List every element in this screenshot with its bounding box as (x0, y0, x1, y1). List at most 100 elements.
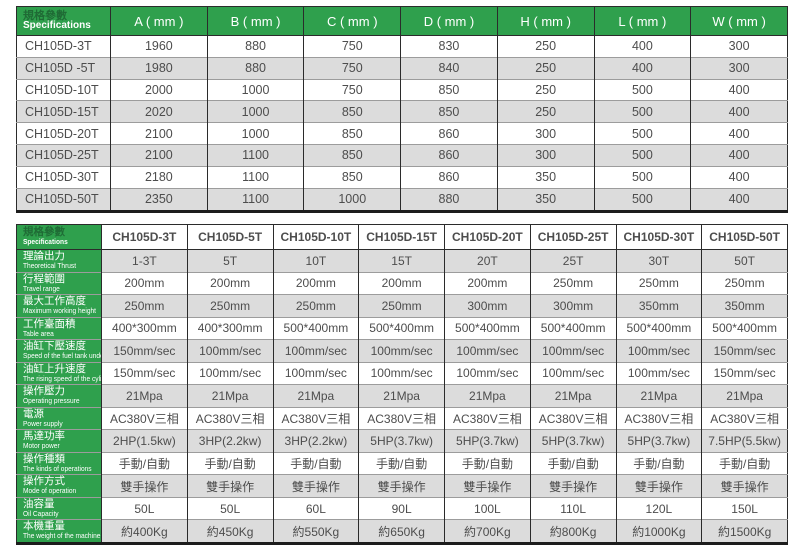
value-cell: 7.5HP(5.5kw) (701, 429, 788, 453)
value-cell: 350mm (701, 294, 788, 318)
value-cell: 1000 (206, 78, 304, 101)
value-cell: 2020 (110, 100, 208, 123)
value-cell: 400*300mm (186, 316, 273, 340)
column-header: L ( mm ) (593, 6, 691, 36)
t2-body: 理論出力 Theoretical Thrust 1-3T 5T 10T 15T 20T 25T… (16, 249, 788, 544)
table-row: 操作種類 The kinds of operations 手動/自動 手動/自動 手動/… (16, 451, 788, 475)
value-cell: 500*400mm (529, 316, 616, 340)
value-cell: 雙手操作 (272, 474, 359, 498)
value-cell: 400 (593, 35, 691, 58)
value-cell: 約1500Kg (701, 519, 788, 544)
value-cell: 850 (303, 122, 401, 145)
value-cell: 750 (303, 35, 401, 58)
value-cell: 850 (400, 78, 498, 101)
column-header: B ( mm ) (206, 6, 304, 36)
value-cell: 400*300mm (101, 316, 188, 340)
spec-label-en: Specifications (23, 20, 91, 32)
row-label-en: The weight of the machine (23, 531, 101, 541)
table-row: CH105D-25T 2100 1100 850 860 300 500 400 (16, 144, 788, 167)
column-header: CH105D-20T (444, 224, 531, 250)
t2-header-row: 規格參數 Specifications CH105D-3T CH105D-5T CH… (16, 224, 788, 250)
value-cell: 850 (303, 144, 401, 167)
value-cell: 2180 (110, 165, 208, 189)
table-row: 理論出力 Theoretical Thrust 1-3T 5T 10T 15T 20T 25T… (16, 249, 788, 273)
model-cell: CH105D-10T (16, 78, 111, 101)
value-cell: 1100 (206, 144, 304, 167)
value-cell: 1000 (206, 100, 304, 123)
row-label-cell: 馬達功率 Motor power (16, 429, 102, 453)
value-cell: 860 (400, 165, 498, 189)
value-cell: 雙手操作 (444, 474, 531, 498)
row-label-cn: 操作壓力 (23, 385, 65, 398)
value-cell: 雙手操作 (701, 474, 788, 498)
value-cell: 500 (593, 144, 691, 167)
row-label-en: Motor power (23, 441, 60, 451)
table-row: CH105D-30T 2180 1100 850 860 350 500 400 (16, 165, 788, 189)
value-cell: 300 (690, 35, 788, 58)
value-cell: 300 (496, 122, 595, 145)
row-label-en: Mode of operation (23, 486, 77, 496)
value-cell: 500*400mm (272, 316, 359, 340)
value-cell: 100mm/sec (444, 361, 531, 385)
table-row: 電源 Power supply AC380V三相 AC380V三相 AC380V三相 AC… (16, 406, 788, 430)
value-cell: 21Mpa (101, 384, 188, 408)
row-label-en: Travel range (23, 283, 60, 293)
row-label-cn: 油缸上升速度 (23, 362, 86, 375)
value-cell: 880 (400, 187, 498, 212)
value-cell: 250mm (186, 294, 273, 318)
column-header: CH105D-50T (701, 224, 788, 250)
row-label-cell: 操作方式 Mode of operation (16, 474, 102, 498)
value-cell: 300mm (444, 294, 531, 318)
value-cell: 300 (690, 56, 788, 80)
value-cell: 400 (690, 122, 788, 145)
value-cell: 250mm (615, 271, 702, 295)
row-label-cell: 最大工作高度 Maximum working height (16, 294, 102, 318)
row-label-cell: 理論出力 Theoretical Thrust (16, 249, 102, 273)
value-cell: 21Mpa (186, 384, 273, 408)
column-header: CH105D-15T (358, 224, 445, 250)
value-cell: 350 (496, 165, 595, 189)
value-cell: 400 (593, 56, 691, 80)
table-row: 本機重量 The weight of the machine 約400Kg 約450K… (16, 519, 788, 544)
column-header: CH105D-25T (529, 224, 616, 250)
value-cell: 250mm (358, 294, 445, 318)
value-cell: 90L (358, 496, 445, 520)
column-header: A ( mm ) (110, 6, 208, 36)
value-cell: 約550Kg (272, 519, 359, 544)
row-label-cell: 本機重量 The weight of the machine (16, 519, 102, 544)
value-cell: 250 (496, 78, 595, 101)
value-cell: 840 (400, 56, 498, 80)
value-cell: 100L (444, 496, 531, 520)
value-cell: 250 (496, 35, 595, 58)
spec-label-en: Specifications (23, 237, 68, 247)
column-header: W ( mm ) (690, 6, 788, 36)
spec-label-cn: 規格參數 (23, 10, 67, 23)
value-cell: 100mm/sec (272, 339, 359, 363)
value-cell: 100mm/sec (186, 339, 273, 363)
value-cell: AC380V三相 (358, 406, 445, 430)
table-row: 操作壓力 Operating pressure 21Mpa 21Mpa 21Mpa 21M… (16, 384, 788, 408)
model-cell: CH105D-15T (16, 100, 111, 123)
value-cell: 手動/自動 (101, 451, 188, 475)
column-header: CH105D-3T (101, 224, 188, 250)
value-cell: 1-3T (101, 249, 188, 273)
value-cell: 50L (186, 496, 273, 520)
value-cell: 100mm/sec (444, 339, 531, 363)
value-cell: 25T (529, 249, 616, 273)
dimension-spec-table: 規格參數 Specifications A ( mm ) B ( mm ) C ( … (16, 6, 788, 213)
value-cell: 手動/自動 (615, 451, 702, 475)
column-header: CH105D-10T (272, 224, 359, 250)
value-cell: 手動/自動 (701, 451, 788, 475)
value-cell: 100mm/sec (529, 361, 616, 385)
column-header: CH105D-30T (615, 224, 702, 250)
row-label-en: Theoretical Thrust (23, 261, 77, 271)
value-cell: 50T (701, 249, 788, 273)
value-cell: 250mm (701, 271, 788, 295)
value-cell: 250 (496, 100, 595, 123)
value-cell: 5HP(3.7kw) (529, 429, 616, 453)
value-cell: 15T (358, 249, 445, 273)
value-cell: 21Mpa (272, 384, 359, 408)
value-cell: 100mm/sec (615, 339, 702, 363)
value-cell: 880 (206, 35, 304, 58)
